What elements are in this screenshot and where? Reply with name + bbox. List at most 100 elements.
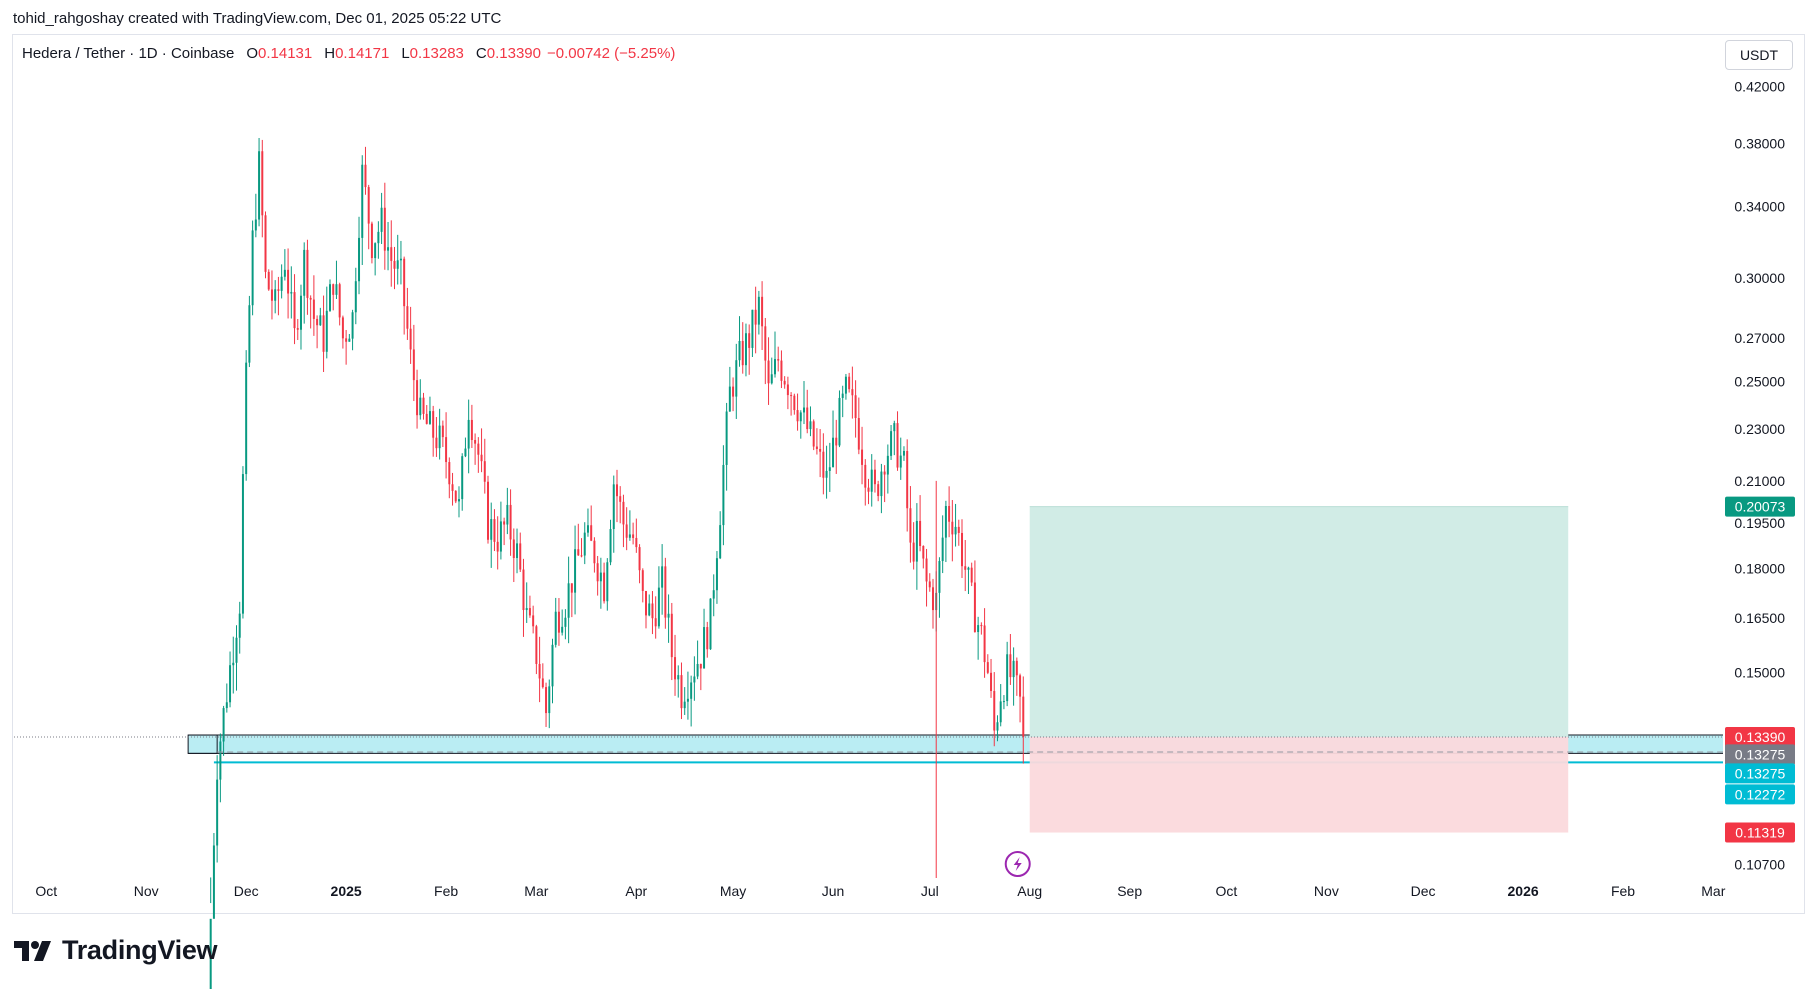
candle-up	[283, 269, 286, 277]
candle-up	[915, 520, 918, 562]
candle-up	[715, 558, 718, 591]
candle-down	[1015, 660, 1018, 676]
candle-up	[209, 918, 212, 989]
candle-down	[970, 567, 973, 583]
price-label-badge	[1725, 784, 1795, 805]
price-axis[interactable]: 0.42000 0.38000 0.34000 0.30000 0.27000 0.250…	[1734, 78, 1785, 872]
price-tick-label: 0.30000	[1734, 270, 1785, 286]
price-tick-label: 0.27000	[1734, 330, 1785, 346]
candle-up	[548, 686, 551, 714]
candle-down	[925, 558, 928, 582]
candle-down	[931, 587, 934, 611]
candle-down	[512, 539, 515, 559]
time-tick-label: Feb	[1611, 883, 1635, 899]
candle-up	[828, 467, 831, 471]
candle-down	[393, 260, 396, 269]
candle-down	[641, 570, 644, 591]
candle-up	[467, 419, 470, 449]
candle-up	[354, 281, 357, 313]
candle-down	[416, 380, 419, 416]
candle-up	[254, 219, 257, 231]
candle-up	[967, 567, 970, 570]
candle-down	[1022, 696, 1025, 737]
price-tick-label: 0.19500	[1734, 515, 1785, 531]
time-axis[interactable]: Oct Nov Dec 2025 Feb Mar Apr May Jun Jul Aug Sep Oct…	[35, 883, 1725, 899]
candle-down	[793, 395, 796, 411]
candle-up	[586, 525, 589, 533]
candle-up	[374, 243, 377, 259]
price-label-badge	[1725, 496, 1795, 517]
candle-up	[554, 611, 557, 645]
candle-down	[370, 223, 373, 259]
candle-up	[886, 455, 889, 475]
candle-down	[528, 608, 531, 616]
brand[interactable]: TradingView	[14, 935, 218, 966]
candle-up	[574, 549, 577, 593]
candle-down	[957, 526, 960, 533]
currency-selector[interactable]: USDT	[1725, 40, 1793, 70]
candle-up	[551, 644, 554, 687]
candle-down	[851, 389, 854, 396]
candle-up	[419, 397, 422, 416]
candle-down	[812, 421, 815, 447]
candle-up	[1006, 654, 1009, 702]
candle-up	[728, 386, 731, 412]
candle-up	[258, 151, 261, 220]
candle-down	[670, 613, 673, 658]
candle-up	[303, 249, 306, 296]
close-label: C	[475, 45, 487, 62]
candle-down	[522, 569, 525, 611]
open-label: O	[246, 45, 259, 62]
candle-down	[961, 532, 964, 567]
candle-down	[509, 504, 512, 540]
candle-up	[428, 411, 431, 424]
candle-up	[944, 505, 947, 538]
candle-up	[744, 333, 747, 366]
candle-down	[445, 437, 448, 463]
open-value: 0.14131	[258, 45, 313, 62]
candle-up	[870, 469, 873, 492]
candle-up	[844, 376, 847, 394]
candle-up	[241, 474, 244, 614]
symbol-title[interactable]: Hedera / Tether · 1D · Coinbase	[22, 45, 235, 62]
candle-down	[919, 520, 922, 546]
price-tick-label: 0.18000	[1734, 561, 1785, 577]
price-label-badge	[1725, 726, 1795, 747]
candle-down	[741, 341, 744, 366]
candle-up	[274, 289, 277, 301]
candle-down	[990, 672, 993, 691]
candle-up	[396, 260, 399, 269]
price-tick-label: 0.16500	[1734, 610, 1785, 626]
candle-down	[783, 380, 786, 385]
candle-up	[841, 393, 844, 398]
candle-up	[661, 566, 664, 588]
candle-down	[474, 440, 477, 444]
candle-up	[712, 590, 715, 599]
candle-down	[287, 269, 290, 294]
candle-up	[825, 470, 828, 478]
candle-up	[219, 741, 222, 780]
time-tick-label: Oct	[1216, 883, 1238, 899]
candle-down	[835, 437, 838, 446]
candle-down	[364, 164, 367, 188]
candle-down	[883, 471, 886, 475]
lightning-icon[interactable]	[1004, 851, 1031, 877]
candle-up	[667, 613, 670, 618]
candle-down	[483, 461, 486, 482]
candle-down	[632, 534, 635, 538]
candle-down	[625, 524, 628, 538]
candle-down	[603, 572, 606, 602]
candle-down	[1019, 675, 1022, 697]
candle-down	[867, 487, 870, 492]
candle-up	[890, 431, 893, 456]
candle-up	[899, 455, 902, 468]
candle-down	[593, 540, 596, 564]
candle-down	[754, 309, 757, 325]
candle-up	[880, 471, 883, 497]
candle-up	[803, 407, 806, 413]
candle-up	[799, 412, 802, 422]
price-tick-label: 0.34000	[1734, 199, 1785, 215]
price-label-text: 0.13275	[1735, 765, 1786, 781]
candle-down	[577, 549, 580, 556]
